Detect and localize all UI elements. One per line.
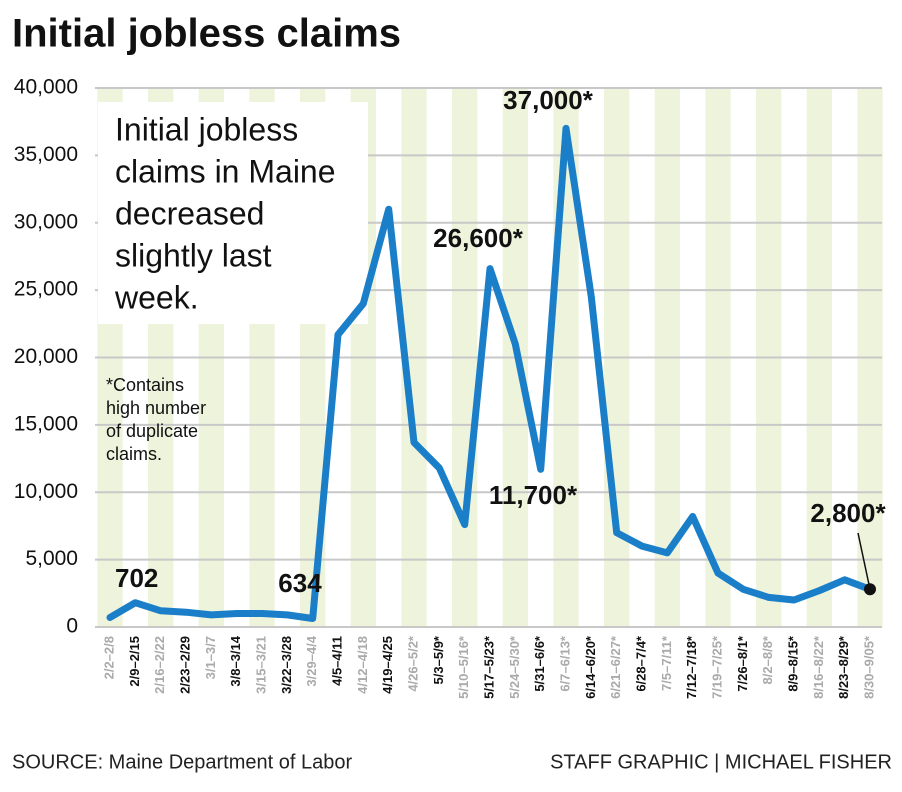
x-tick-label: 6/21–6/27* <box>608 635 623 699</box>
y-tick-label: 30,000 <box>14 210 78 233</box>
annotation: slightly last <box>115 237 272 273</box>
y-tick-label: 15,000 <box>14 412 78 435</box>
x-tick-label: 4/12–4/18 <box>355 636 370 694</box>
x-tick-label: 5/24–5/30* <box>507 635 522 699</box>
data-label: 634 <box>278 568 322 598</box>
footnote: of duplicate <box>106 421 198 441</box>
x-tick-label: 5/17–5/23* <box>481 635 496 699</box>
footnote: *Contains <box>106 375 184 395</box>
x-tick-label: 8/16–8/22* <box>811 635 826 699</box>
source: SOURCE: Maine Department of Labor <box>12 751 352 773</box>
x-tick-label: 4/26–5/2* <box>405 635 420 692</box>
data-label: 11,700* <box>489 480 578 510</box>
y-tick-label: 25,000 <box>14 278 78 301</box>
y-tick-label: 20,000 <box>14 345 78 368</box>
x-tick-label: 7/19–7/25* <box>709 635 724 699</box>
x-tick-label: 8/30–9/05* <box>861 635 876 699</box>
x-tick-label: 5/3–5/9* <box>431 635 446 684</box>
x-tick-label: 2/16–2/22 <box>152 636 167 694</box>
annotation: decreased <box>115 195 264 231</box>
x-tick-label: 2/2–2/8 <box>101 636 116 679</box>
x-tick-label: 8/2–8/8* <box>760 635 775 684</box>
x-tick-label: 6/28–7/4* <box>633 635 648 692</box>
x-tick-label: 3/22–3/28 <box>279 636 294 694</box>
y-tick-label: 5,000 <box>25 547 78 570</box>
data-label: 702 <box>115 563 158 593</box>
data-label: 2,800* <box>810 498 886 528</box>
y-tick-label: 0 <box>66 615 78 638</box>
x-tick-label: 4/19–4/25 <box>380 636 395 694</box>
x-tick-label: 3/29–4/4 <box>304 635 319 686</box>
x-tick-label: 6/7–6/13* <box>557 635 572 692</box>
x-tick-label: 6/14–6/20* <box>583 635 598 699</box>
y-tick-label: 35,000 <box>14 143 78 166</box>
y-tick-label: 40,000 <box>14 76 78 99</box>
annotation: week. <box>114 279 199 315</box>
x-tick-label: 7/26–8/1* <box>735 635 750 692</box>
x-tick-label: 4/5–4/11 <box>329 636 344 686</box>
annotation-box <box>98 102 368 324</box>
annotation: Initial jobless <box>115 111 298 147</box>
annotation: claims in Maine <box>115 153 336 189</box>
point-dot <box>864 583 876 596</box>
x-tick-label: 2/23–2/29 <box>177 636 192 694</box>
x-tick-label: 7/12–7/18* <box>684 635 699 699</box>
x-tick-label: 5/31–6/6* <box>532 635 547 692</box>
footnote: claims. <box>106 444 162 464</box>
x-tick-label: 3/8–3/14 <box>228 635 243 686</box>
line <box>106 124 874 622</box>
x-tick-label: 3/1–3/7 <box>203 636 218 679</box>
data-label: 37,000* <box>503 85 594 115</box>
x-tick-label: 7/5–7/11* <box>659 635 674 691</box>
x-tick-label: 5/10–5/16* <box>456 635 471 699</box>
data-label: 26,600* <box>433 223 524 253</box>
x-tick-label: 3/15–3/21 <box>253 636 268 694</box>
y-tick-label: 10,000 <box>14 480 78 503</box>
x-tick-label: 8/9–8/15* <box>785 635 800 692</box>
footnote: high number <box>106 398 206 418</box>
leader-line <box>857 532 871 590</box>
x-tick-label: 2/9–2/15 <box>127 636 142 687</box>
chart-title: Initial jobless claims <box>12 12 401 56</box>
x-tick-label: 8/23–8/29* <box>836 635 851 699</box>
credit: STAFF GRAPHIC | MICHAEL FISHER <box>550 751 892 773</box>
